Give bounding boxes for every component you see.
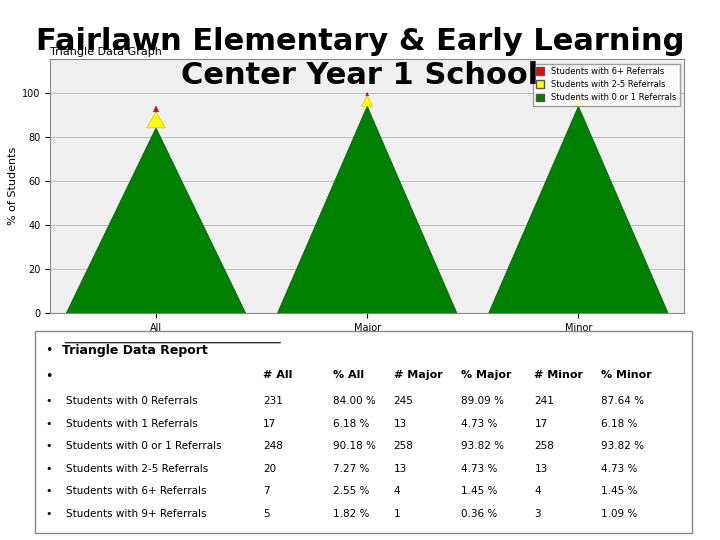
Text: 6.18 %: 6.18 %	[601, 418, 638, 429]
Text: % All: % All	[333, 370, 364, 381]
Text: 84.00 %: 84.00 %	[333, 396, 377, 406]
Text: 6.18 %: 6.18 %	[333, 418, 370, 429]
Text: Students with 9+ Referrals: Students with 9+ Referrals	[66, 509, 206, 519]
Text: 241: 241	[534, 396, 554, 406]
Polygon shape	[147, 112, 166, 128]
Text: •: •	[45, 441, 52, 451]
Text: 17: 17	[264, 418, 276, 429]
Text: 248: 248	[264, 441, 283, 451]
Text: 13: 13	[394, 418, 407, 429]
Text: •: •	[45, 344, 53, 357]
Text: Triangle Data Report: Triangle Data Report	[63, 344, 208, 357]
Text: Triangle Data Graph: Triangle Data Graph	[50, 47, 162, 57]
Text: # Minor: # Minor	[534, 370, 583, 381]
Text: 1.09 %: 1.09 %	[601, 509, 637, 519]
Polygon shape	[573, 96, 584, 106]
Polygon shape	[361, 96, 373, 106]
Text: 13: 13	[394, 464, 407, 474]
Text: # All: # All	[264, 370, 292, 381]
Text: Students with 1 Referrals: Students with 1 Referrals	[66, 418, 197, 429]
Text: % Minor: % Minor	[601, 370, 652, 381]
Polygon shape	[153, 106, 158, 112]
Text: 4.73 %: 4.73 %	[461, 418, 497, 429]
Y-axis label: % of Students: % of Students	[8, 147, 18, 225]
Text: •: •	[45, 418, 52, 429]
Text: 20: 20	[264, 464, 276, 474]
Text: 258: 258	[394, 441, 413, 451]
Text: 1: 1	[394, 509, 400, 519]
Text: 13: 13	[534, 464, 548, 474]
Legend: Students with 6+ Referrals, Students with 2-5 Referrals, Students with 0 or 1 Re: Students with 6+ Referrals, Students wit…	[533, 64, 680, 105]
Text: •: •	[45, 396, 52, 406]
Text: 93.82 %: 93.82 %	[461, 441, 504, 451]
Text: Fairlawn Elementary & Early Learning
Center Year 1 School: Fairlawn Elementary & Early Learning Cen…	[36, 27, 684, 90]
Text: Students with 2-5 Referrals: Students with 2-5 Referrals	[66, 464, 208, 474]
Text: 1.45 %: 1.45 %	[601, 487, 638, 496]
X-axis label: Type of Referral: Type of Referral	[323, 337, 411, 347]
Text: 90.18 %: 90.18 %	[333, 441, 377, 451]
Text: 0.36 %: 0.36 %	[461, 509, 497, 519]
Polygon shape	[577, 92, 580, 96]
Text: 3: 3	[534, 509, 541, 519]
Text: 17: 17	[534, 418, 548, 429]
Text: 258: 258	[534, 441, 554, 451]
Text: Students with 0 Referrals: Students with 0 Referrals	[66, 396, 197, 406]
Polygon shape	[489, 106, 668, 313]
Polygon shape	[66, 128, 246, 313]
Text: 93.82 %: 93.82 %	[601, 441, 644, 451]
Text: •: •	[45, 464, 52, 474]
Text: •: •	[45, 509, 52, 519]
Text: •: •	[45, 487, 52, 496]
Text: Students with 0 or 1 Referrals: Students with 0 or 1 Referrals	[66, 441, 221, 451]
Text: 7: 7	[264, 487, 270, 496]
Text: 4: 4	[394, 487, 400, 496]
Text: 89.09 %: 89.09 %	[461, 396, 503, 406]
Text: 245: 245	[394, 396, 413, 406]
Text: 4.73 %: 4.73 %	[461, 464, 497, 474]
Text: •: •	[45, 370, 53, 383]
Text: 1.82 %: 1.82 %	[333, 509, 370, 519]
FancyBboxPatch shape	[35, 332, 692, 532]
Text: Students with 6+ Referrals: Students with 6+ Referrals	[66, 487, 206, 496]
Text: 1.45 %: 1.45 %	[461, 487, 497, 496]
Text: 4.73 %: 4.73 %	[601, 464, 638, 474]
Text: 231: 231	[264, 396, 283, 406]
Text: 4: 4	[534, 487, 541, 496]
Text: # Major: # Major	[394, 370, 443, 381]
Text: % Major: % Major	[461, 370, 511, 381]
Text: 7.27 %: 7.27 %	[333, 464, 370, 474]
Text: 5: 5	[264, 509, 270, 519]
Text: 87.64 %: 87.64 %	[601, 396, 644, 406]
Text: 2.55 %: 2.55 %	[333, 487, 370, 496]
Polygon shape	[277, 106, 457, 313]
Polygon shape	[366, 92, 369, 96]
